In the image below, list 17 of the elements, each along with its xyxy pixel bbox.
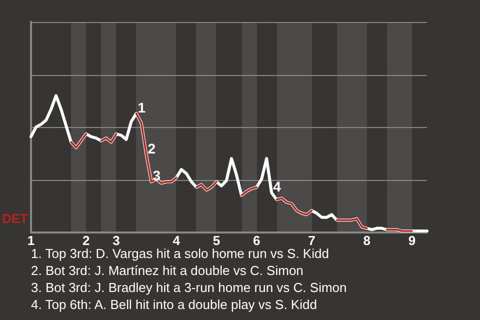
x-tick-label: 9 xyxy=(408,232,416,248)
x-tick-label: 4 xyxy=(172,232,181,248)
x-tick-label: 8 xyxy=(363,232,370,248)
annotation: 4 xyxy=(273,178,282,195)
x-tick-label: 1 xyxy=(27,232,35,248)
annotation: 2 xyxy=(148,140,156,156)
text: 3. Bot 3rd: J. Bradley hit a 3-run home run vs C. Simon xyxy=(31,279,347,296)
text: 2. Bot 3rd: J. Martínez hit a double vs C. Simon xyxy=(31,262,304,279)
x-tick-label: 2 xyxy=(82,232,90,248)
annotation: 1 xyxy=(138,99,146,116)
x-tick-label: 5 xyxy=(212,232,220,248)
x-tick-label: 6 xyxy=(252,232,260,248)
text: 1. Top 3rd: D. Vargas hit a solo home run vs S. Kidd xyxy=(31,246,330,262)
x-tick-label: 7 xyxy=(308,232,316,248)
y-axis-title: DET xyxy=(2,211,28,226)
x-tick-label: 3 xyxy=(112,232,120,248)
text: 4. Top 6th: A. Bell hit into a double play vs S. Kidd xyxy=(31,296,318,313)
